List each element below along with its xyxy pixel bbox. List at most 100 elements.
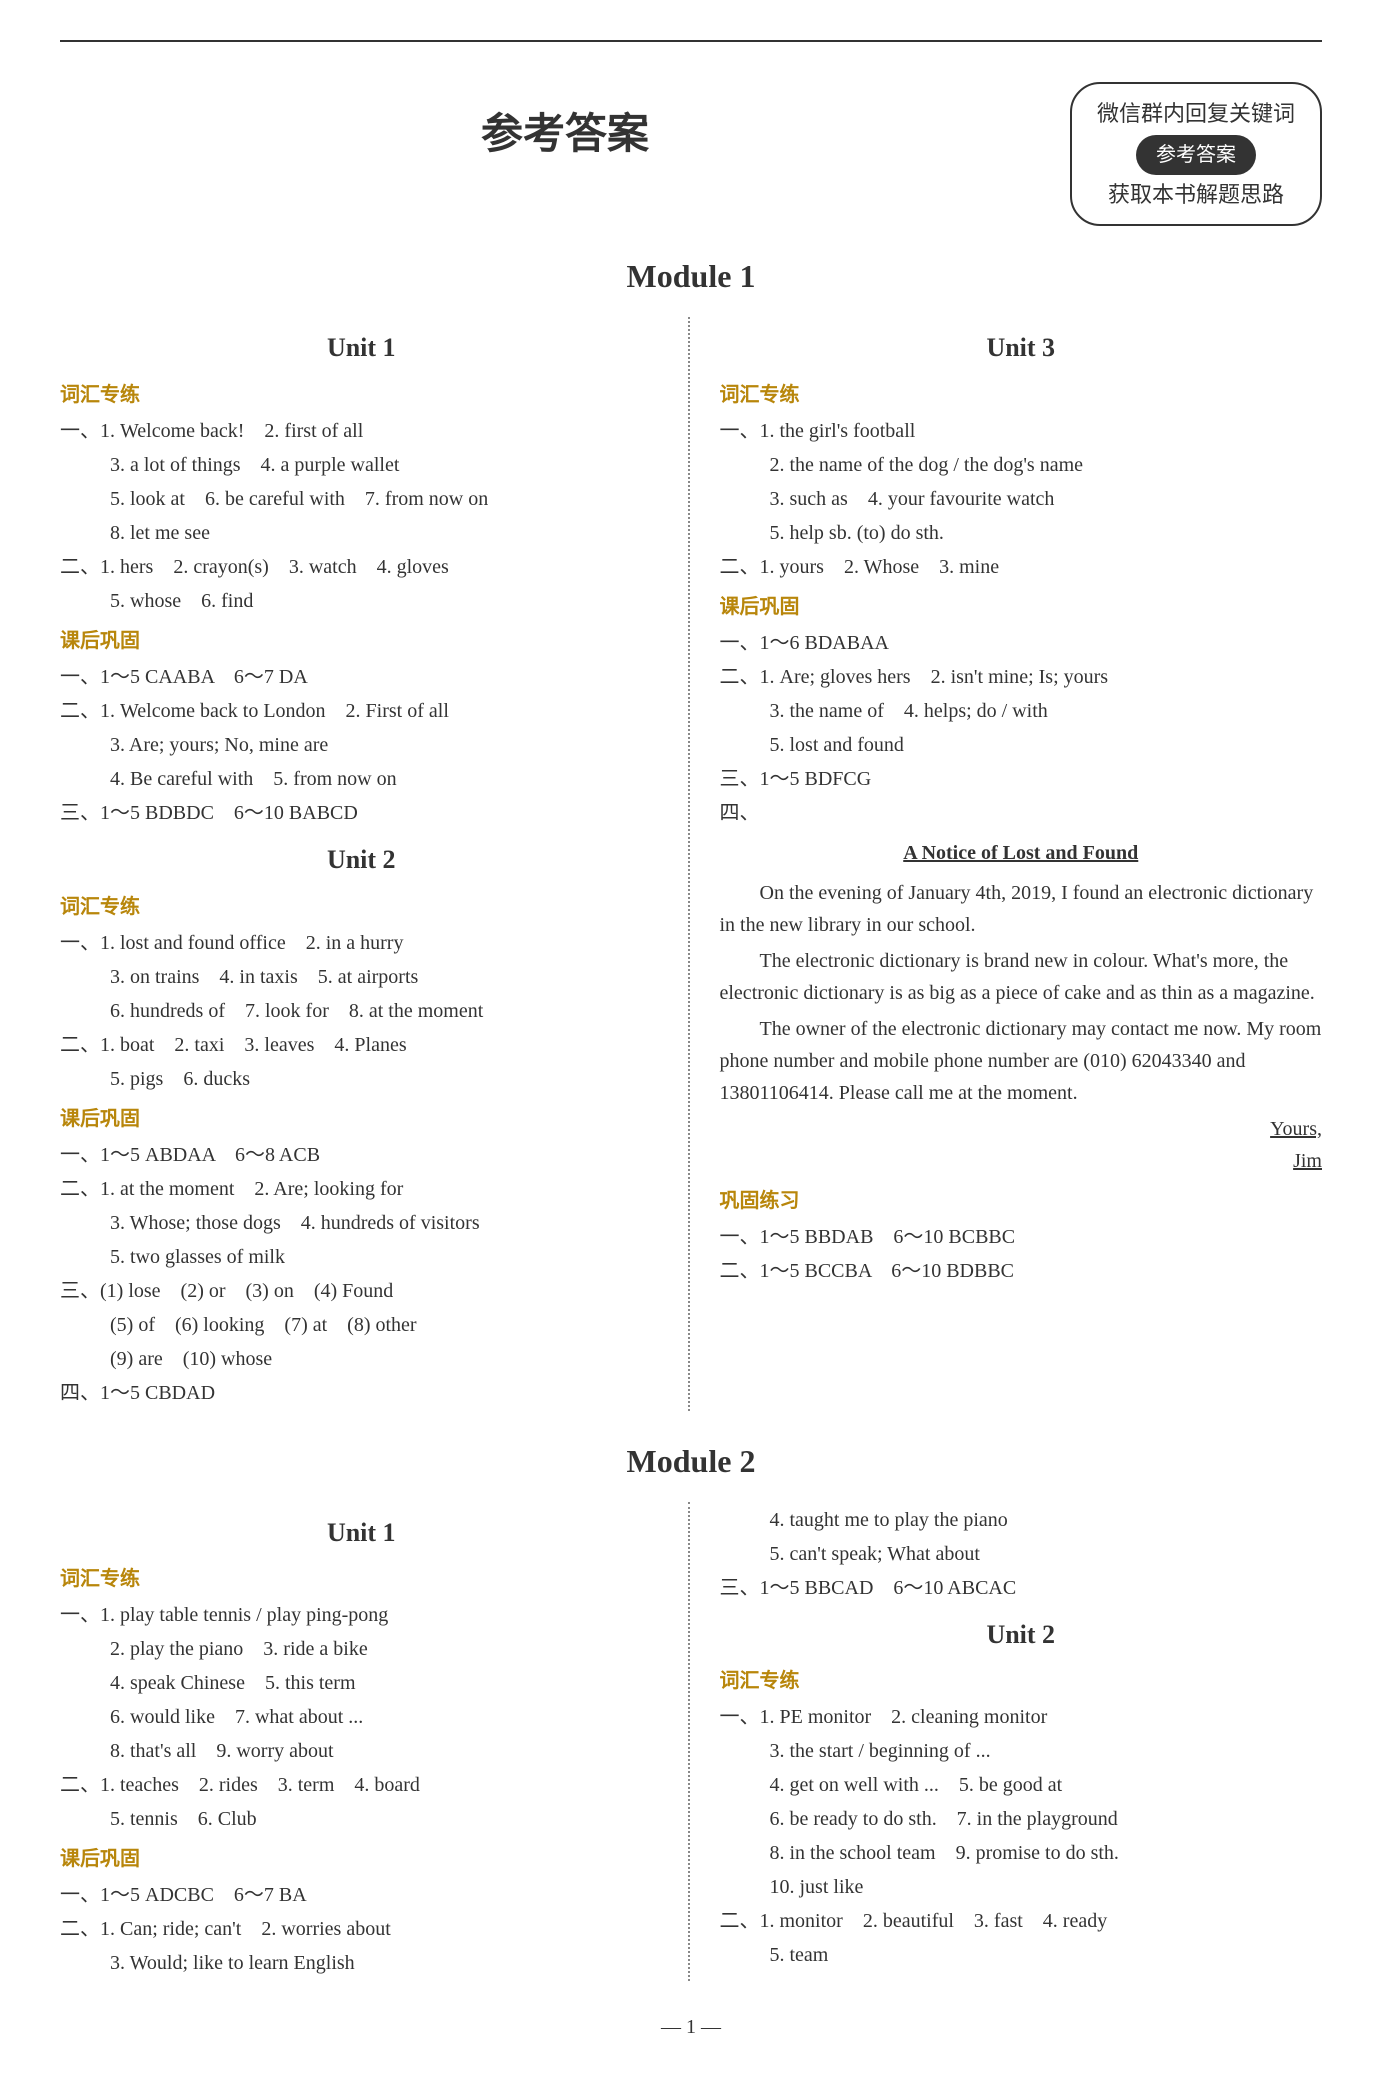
prefix: 二、 [60, 1918, 100, 1940]
text: 1. Welcome back to London 2. First of al… [100, 700, 449, 722]
answer-line: 8. let me see [60, 517, 663, 549]
prefix: 一、 [720, 420, 760, 442]
text: 1. yours 2. Whose 3. mine [760, 556, 1000, 578]
vocab-label: 词汇专练 [60, 891, 663, 923]
answer-line: 8. that's all 9. worry about [60, 1735, 663, 1767]
prefix: 一、 [60, 420, 100, 442]
unit1-title: Unit 1 [60, 327, 663, 369]
info-line1: 微信群内回复关键词 [1097, 94, 1295, 134]
vocab-label: 词汇专练 [720, 1665, 1323, 1697]
answer-line: 2. play the piano 3. ride a bike [60, 1633, 663, 1665]
prefix: 二、 [720, 1260, 760, 1282]
answer-line: 三、1～5 BDFCG [720, 763, 1323, 795]
answer-line: 一、1～5 ADCBC 6～7 BA [60, 1879, 663, 1911]
text: 1～5 BDFCG [760, 768, 872, 790]
text: 1～5 CBDAD [100, 1382, 215, 1404]
answer-line: 三、1～5 BBCAD 6～10 ABCAC [720, 1572, 1323, 1604]
text: 1. at the moment 2. Are; looking for [100, 1178, 403, 1200]
answer-line: 5. lost and found [720, 729, 1323, 761]
text: 1. lost and found office 2. in a hurry [100, 932, 403, 954]
answer-line: 5. pigs 6. ducks [60, 1063, 663, 1095]
answer-line: 5. team [720, 1939, 1323, 1971]
text: (1) lose (2) or (3) on (4) Found [100, 1280, 393, 1302]
answer-line: 3. a lot of things 4. a purple wallet [60, 449, 663, 481]
module1-left-col: Unit 1 词汇专练 一、1. Welcome back! 2. first … [60, 317, 690, 1410]
answer-line: 一、1. PE monitor 2. cleaning monitor [720, 1701, 1323, 1733]
answer-line: 10. just like [720, 1871, 1323, 1903]
text: 1. play table tennis / play ping-pong [100, 1604, 388, 1626]
prefix: 一、 [60, 1884, 100, 1906]
prefix: 四、 [720, 802, 760, 824]
answer-line: 二、1. Are; gloves hers 2. isn't mine; Is;… [720, 661, 1323, 693]
answer-line: 4. taught me to play the piano [720, 1504, 1323, 1536]
text: 1. monitor 2. beautiful 3. fast 4. ready [760, 1910, 1108, 1932]
prefix: 三、 [720, 768, 760, 790]
answer-line: 3. Whose; those dogs 4. hundreds of visi… [60, 1207, 663, 1239]
essay-para: The electronic dictionary is brand new i… [720, 945, 1323, 1009]
answer-line: 6. hundreds of 7. look for 8. at the mom… [60, 995, 663, 1027]
essay-title: A Notice of Lost and Found [720, 837, 1323, 869]
answer-line: 二、1. yours 2. Whose 3. mine [720, 551, 1323, 583]
answer-line: 3. the start / beginning of ... [720, 1735, 1323, 1767]
prefix: 三、 [60, 1280, 100, 1302]
unit2-title: Unit 2 [60, 839, 663, 881]
module2-right-col: 4. taught me to play the piano 5. can't … [720, 1502, 1323, 1982]
unit3-title: Unit 3 [720, 327, 1323, 369]
text: 1～5 BDBDC 6～10 BABCD [100, 802, 358, 824]
review-label: 课后巩固 [60, 1843, 663, 1875]
module1-columns: Unit 1 词汇专练 一、1. Welcome back! 2. first … [60, 317, 1322, 1410]
answer-line: 一、1. Welcome back! 2. first of all [60, 415, 663, 447]
prefix: 三、 [720, 1577, 760, 1599]
answer-line: 四、 [720, 797, 1323, 829]
essay-para: The owner of the electronic dictionary m… [720, 1013, 1323, 1109]
text: 1. Welcome back! 2. first of all [100, 420, 363, 442]
prefix: 二、 [60, 700, 100, 722]
answer-line: 5. whose 6. find [60, 585, 663, 617]
prefix: 二、 [60, 1034, 100, 1056]
answer-line: (9) are (10) whose [60, 1343, 663, 1375]
info-line2: 获取本书解题思路 [1097, 175, 1295, 215]
text: 1～5 BCCBA 6～10 BDBBC [760, 1260, 1015, 1282]
answer-line: 6. would like 7. what about ... [60, 1701, 663, 1733]
answer-line: 二、1. at the moment 2. Are; looking for [60, 1173, 663, 1205]
answer-line: 二、1～5 BCCBA 6～10 BDBBC [720, 1255, 1323, 1287]
answer-line: 二、1. Can; ride; can't 2. worries about [60, 1913, 663, 1945]
prefix: 二、 [720, 666, 760, 688]
essay-para: On the evening of January 4th, 2019, I f… [720, 877, 1323, 941]
answer-line: 一、1～5 CAABA 6～7 DA [60, 661, 663, 693]
text: 1～5 ADCBC 6～7 BA [100, 1884, 307, 1906]
text: 1. PE monitor 2. cleaning monitor [760, 1706, 1048, 1728]
prefix: 一、 [720, 632, 760, 654]
text: 1～6 BDABAA [760, 632, 889, 654]
answer-line: 4. speak Chinese 5. this term [60, 1667, 663, 1699]
vocab-label: 词汇专练 [60, 1563, 663, 1595]
answer-line: 3. Would; like to learn English [60, 1947, 663, 1979]
text: 1～5 CAABA 6～7 DA [100, 666, 308, 688]
answer-line: 三、(1) lose (2) or (3) on (4) Found [60, 1275, 663, 1307]
answer-line: 4. get on well with ... 5. be good at [720, 1769, 1323, 1801]
review-label: 课后巩固 [60, 1103, 663, 1135]
answer-line: 3. Are; yours; No, mine are [60, 729, 663, 761]
answer-line: 5. look at 6. be careful with 7. from no… [60, 483, 663, 515]
prefix: 二、 [60, 1178, 100, 1200]
prefix: 一、 [60, 932, 100, 954]
info-badge: 参考答案 [1136, 135, 1256, 175]
answer-line: 二、1. monitor 2. beautiful 3. fast 4. rea… [720, 1905, 1323, 1937]
prefix: 一、 [720, 1226, 760, 1248]
answer-line: 3. such as 4. your favourite watch [720, 483, 1323, 515]
text: 1. Can; ride; can't 2. worries about [100, 1918, 391, 1940]
info-box: 微信群内回复关键词 参考答案 获取本书解题思路 [1070, 82, 1322, 226]
answer-line: 二、1. teaches 2. rides 3. term 4. board [60, 1769, 663, 1801]
answer-line: 5. two glasses of milk [60, 1241, 663, 1273]
essay-sign: Jim [720, 1145, 1323, 1177]
header-row: 参考答案 微信群内回复关键词 参考答案 获取本书解题思路 [60, 82, 1322, 226]
prefix: 二、 [720, 1910, 760, 1932]
answer-line: 2. the name of the dog / the dog's name [720, 449, 1323, 481]
answer-line: 四、1～5 CBDAD [60, 1377, 663, 1409]
text: 1. teaches 2. rides 3. term 4. board [100, 1774, 420, 1796]
answer-line: 一、1～5 BBDAB 6～10 BCBBC [720, 1221, 1323, 1253]
answer-line: (5) of (6) looking (7) at (8) other [60, 1309, 663, 1341]
answer-line: 5. help sb. (to) do sth. [720, 517, 1323, 549]
text: 1～5 BBDAB 6～10 BCBBC [760, 1226, 1016, 1248]
text: 1～5 ABDAA 6～8 ACB [100, 1144, 320, 1166]
